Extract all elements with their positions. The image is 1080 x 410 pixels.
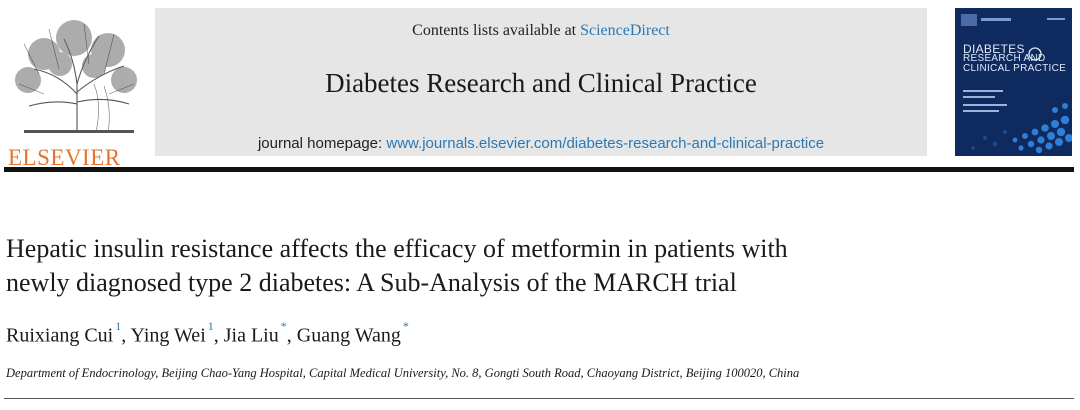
header-divider xyxy=(4,167,1074,172)
author-name[interactable]: Jia Liu xyxy=(223,324,279,347)
homepage-line: journal homepage: www.journals.elsevier.… xyxy=(155,135,927,152)
contents-line: Contents lists available at ScienceDirec… xyxy=(155,22,927,40)
contents-prefix: Contents lists available at xyxy=(412,22,581,39)
homepage-prefix: journal homepage: xyxy=(257,135,387,152)
cover-artwork-icon xyxy=(955,8,1072,156)
author-mark[interactable]: * xyxy=(280,319,287,333)
cover-title: DIABETES RESEARCH AND CLINICAL PRACTICE xyxy=(963,42,1067,74)
author-mark[interactable]: 1 xyxy=(207,319,214,333)
author-separator: , xyxy=(213,324,224,347)
author-name[interactable]: Guang Wang xyxy=(296,324,401,347)
publisher-logo: ELSEVIER xyxy=(4,14,150,169)
article-title: Hepatic insulin resistance affects the e… xyxy=(6,232,1066,300)
author-list: Ruixiang Cui 1, Ying Wei 1, Jia Liu *, Guan… xyxy=(6,319,409,348)
cover-title-line2: RESEARCH AND xyxy=(963,53,1046,64)
author-name[interactable]: Ying Wei xyxy=(130,324,206,347)
author-name[interactable]: Ruixiang Cui xyxy=(6,324,114,347)
journal-homepage-link[interactable]: www.journals.elsevier.com/diabetes-resea… xyxy=(386,135,825,152)
author-mark[interactable]: * xyxy=(402,319,409,333)
journal-banner: Contents lists available at ScienceDirec… xyxy=(155,8,927,156)
cover-title-line1: DIABETES xyxy=(963,42,1025,56)
author-separator: , xyxy=(121,324,131,347)
elsevier-tree-icon xyxy=(4,14,150,136)
sciencedirect-link[interactable]: ScienceDirect xyxy=(580,22,670,39)
article-title-line2: newly diagnosed type 2 diabetes: A Sub-A… xyxy=(6,268,737,297)
article-title-line1: Hepatic insulin resistance affects the e… xyxy=(6,234,788,263)
author-separator: , xyxy=(286,324,297,347)
affiliation: Department of Endocrinology, Beijing Cha… xyxy=(6,366,800,380)
cover-title-line3: CLINICAL PRACTICE xyxy=(963,63,1067,74)
bottom-divider xyxy=(4,398,1074,399)
author-mark[interactable]: 1 xyxy=(115,319,122,333)
journal-cover: DIABETES RESEARCH AND CLINICAL PRACTICE xyxy=(955,8,1072,156)
publisher-wordmark: ELSEVIER xyxy=(8,145,121,170)
journal-title: Diabetes Research and Clinical Practice xyxy=(325,68,757,98)
